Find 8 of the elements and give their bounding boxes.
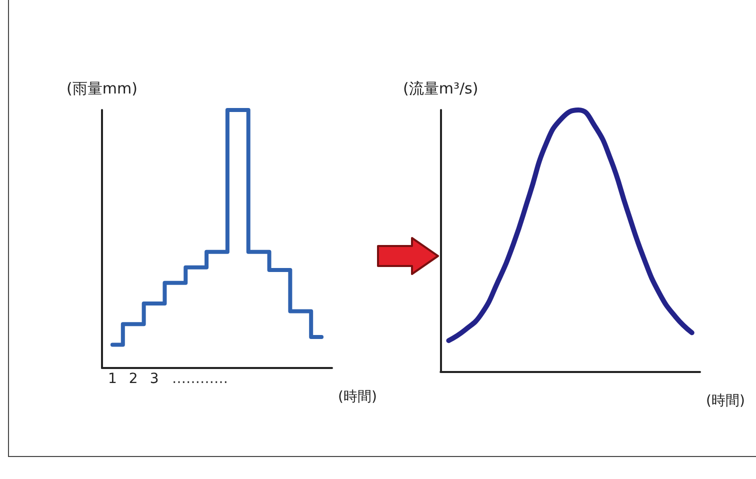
y-axis-title: (雨量mm) <box>66 80 138 98</box>
x-tick-label: 1 <box>108 371 117 387</box>
x-axis-title: (時間) <box>338 389 377 405</box>
x-tick-label: 2 <box>128 371 138 387</box>
y-axis-title: (流量m³/s) <box>402 80 478 98</box>
x-tick-label: 3 <box>150 371 159 387</box>
text: ………… <box>172 371 228 387</box>
x-axis-title: (時間) <box>706 393 745 409</box>
